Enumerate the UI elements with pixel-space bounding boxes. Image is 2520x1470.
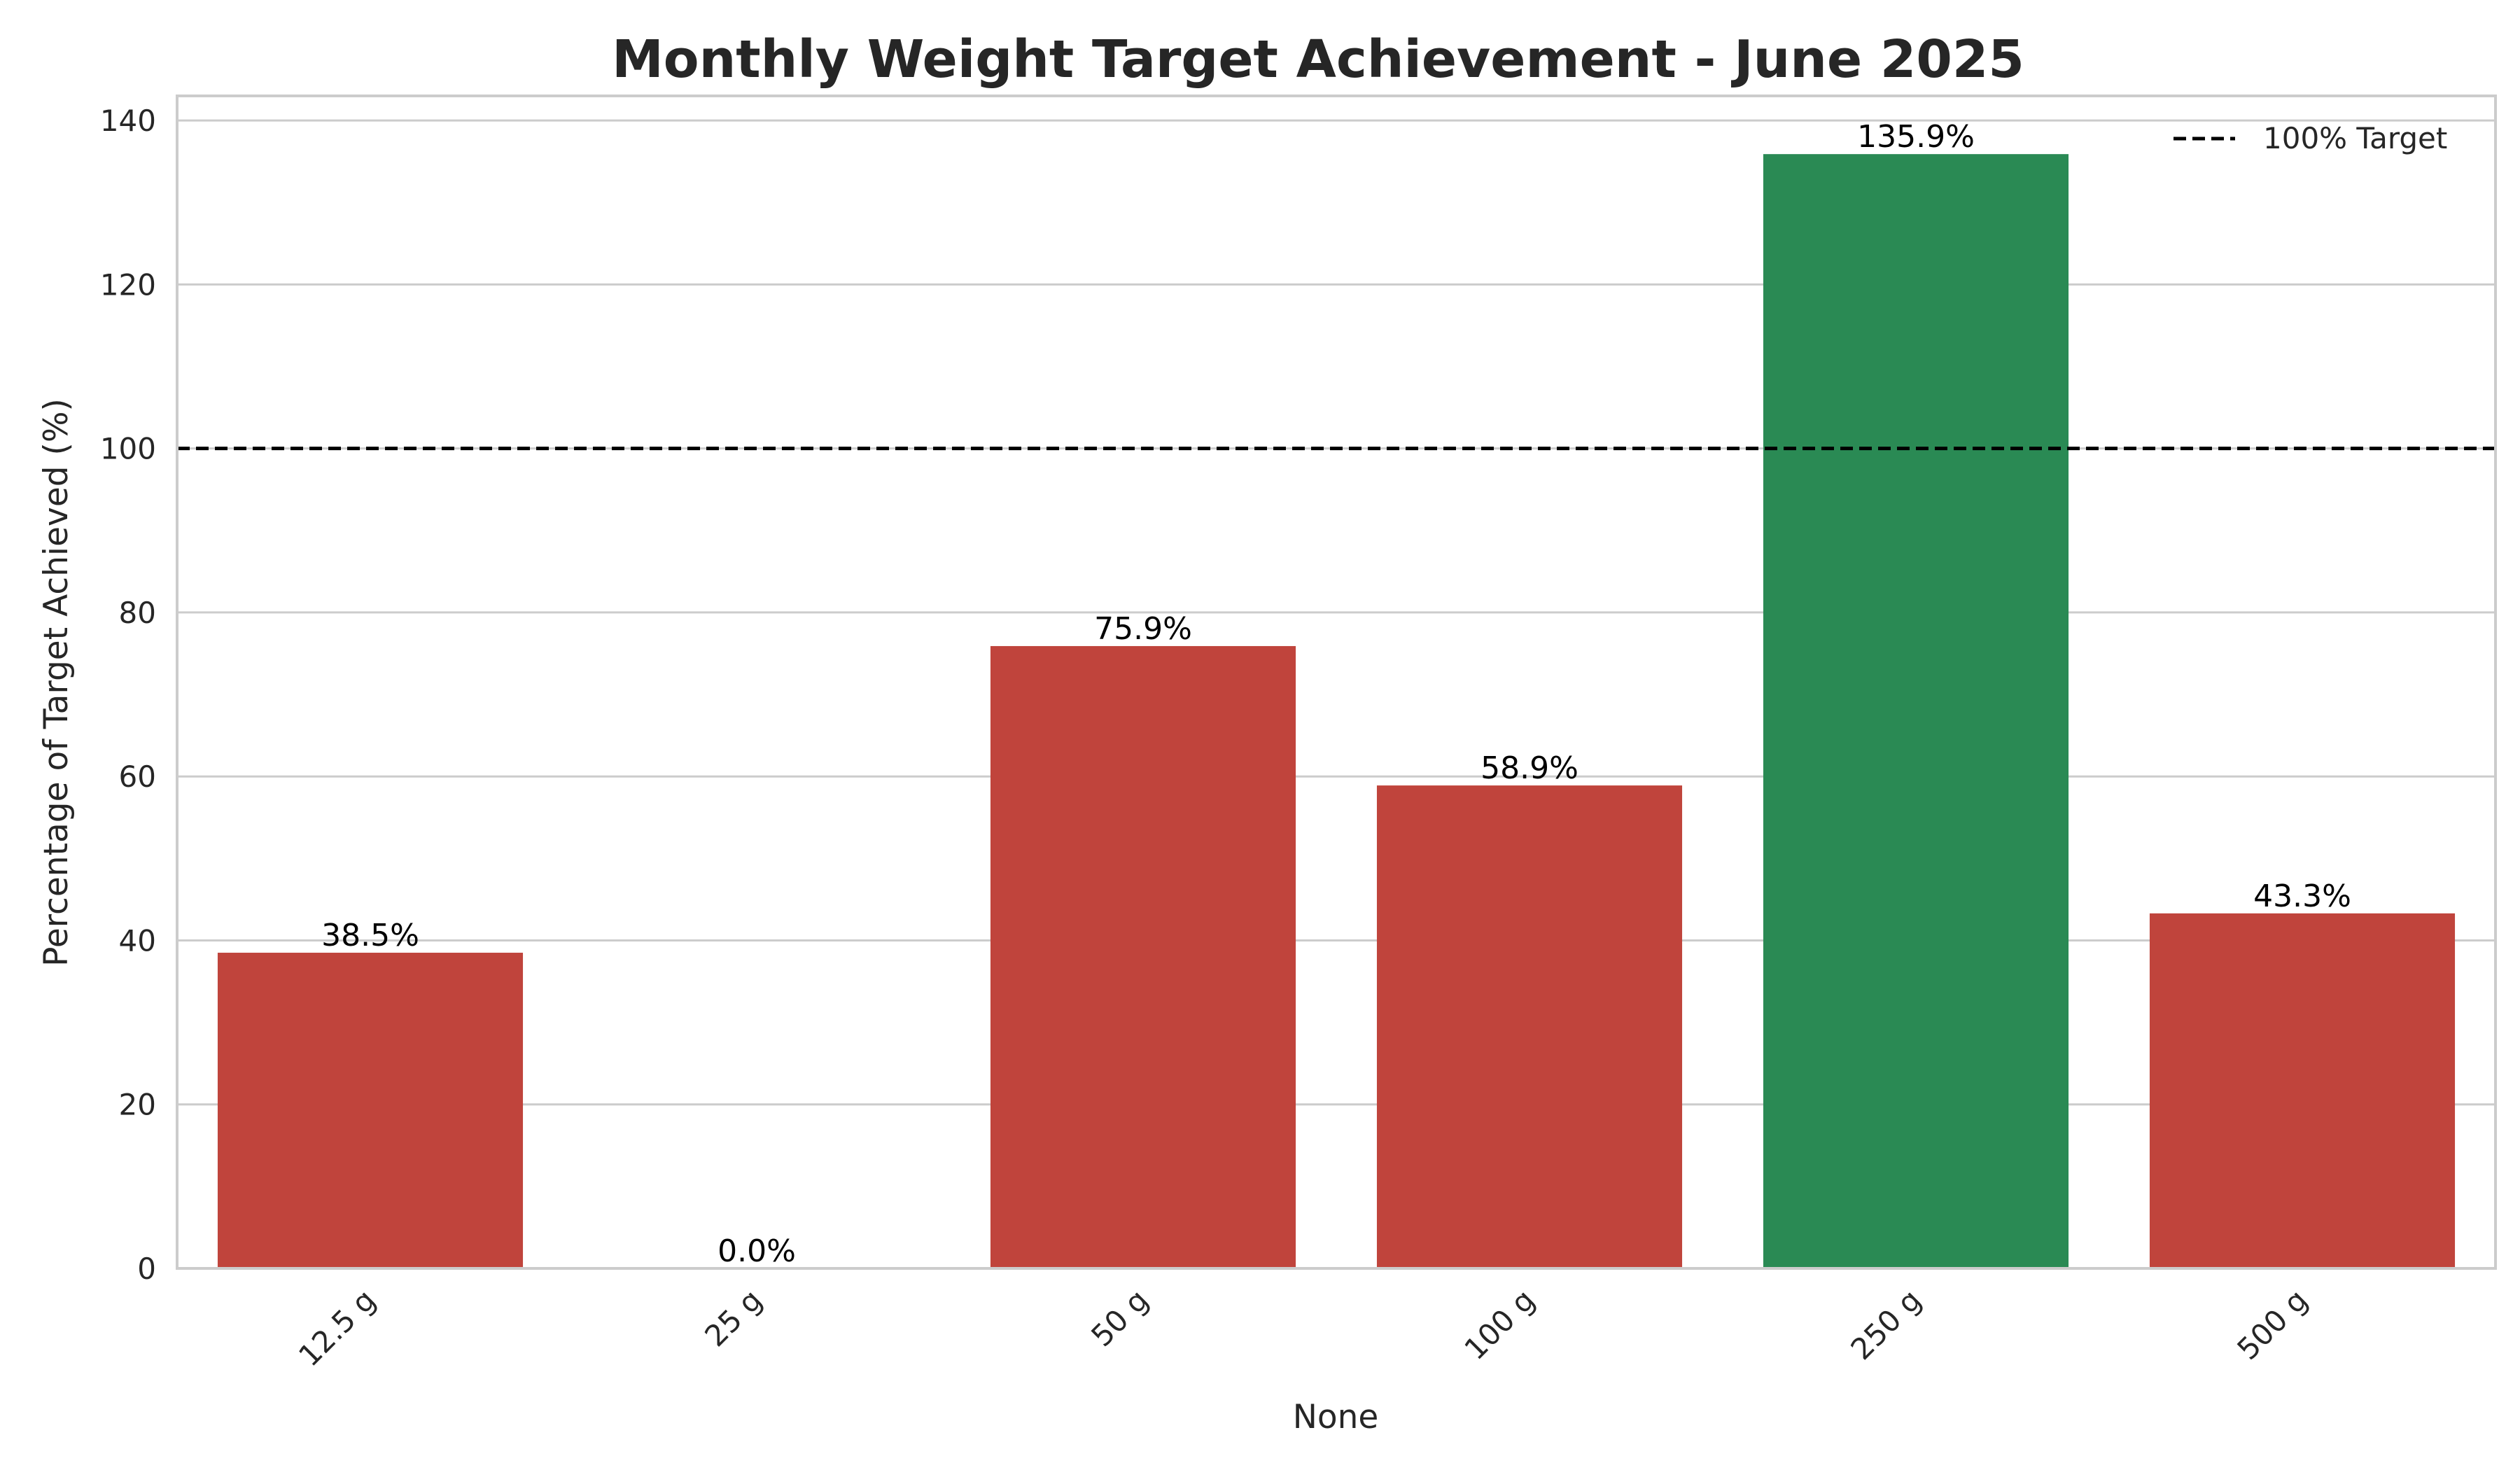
x-tick-label: 250 g	[1844, 1282, 1928, 1366]
bar	[990, 645, 1296, 1268]
legend: 100% Target	[2174, 121, 2447, 155]
bar-value-label: 38.5%	[321, 918, 419, 953]
y-tick-label: 20	[119, 1088, 156, 1122]
y-axis-ticks: 0 20 40 60 80 100 120 140	[100, 104, 156, 1286]
y-axis-label: Percentage of Target Achieved (%)	[37, 398, 76, 967]
x-tick-label: 500 g	[2230, 1282, 2314, 1366]
x-tick-label: 50 g	[1084, 1282, 1155, 1353]
y-tick-label: 80	[119, 596, 156, 630]
data-labels: 38.5% 0.0% 75.9% 58.9% 135.9% 43.3%	[321, 119, 2351, 1269]
x-tick-label: 25 g	[698, 1282, 769, 1353]
bar	[1763, 154, 2069, 1269]
bar-value-label: 43.3%	[2253, 878, 2351, 914]
y-tick-label: 0	[137, 1252, 156, 1286]
x-tick-label: 12.5 g	[292, 1282, 382, 1373]
y-tick-label: 120	[100, 267, 156, 302]
x-axis-label: None	[1293, 1398, 1379, 1436]
bar-value-label: 0.0%	[718, 1233, 796, 1269]
y-tick-label: 40	[119, 923, 156, 958]
x-axis-ticks: 12.5 g 25 g 50 g 100 g 250 g 500 g	[292, 1282, 2314, 1373]
y-tick-label: 140	[100, 104, 156, 138]
bar	[1376, 785, 1683, 1268]
bar-value-label: 58.9%	[1480, 750, 1578, 786]
bar	[217, 953, 524, 1268]
chart-title: Monthly Weight Target Achievement - June…	[612, 29, 2024, 90]
x-tick-label: 100 g	[1457, 1282, 1541, 1366]
bar-value-label: 135.9%	[1857, 119, 1975, 155]
y-tick-label: 60	[119, 760, 156, 794]
bar-value-label: 75.9%	[1094, 611, 1192, 647]
y-tick-label: 100	[100, 432, 156, 466]
legend-label: 100% Target	[2263, 121, 2447, 155]
bar	[2149, 913, 2456, 1268]
gridlines	[177, 119, 2496, 1106]
plot-frame	[176, 94, 2497, 1270]
bars	[217, 154, 2456, 1269]
